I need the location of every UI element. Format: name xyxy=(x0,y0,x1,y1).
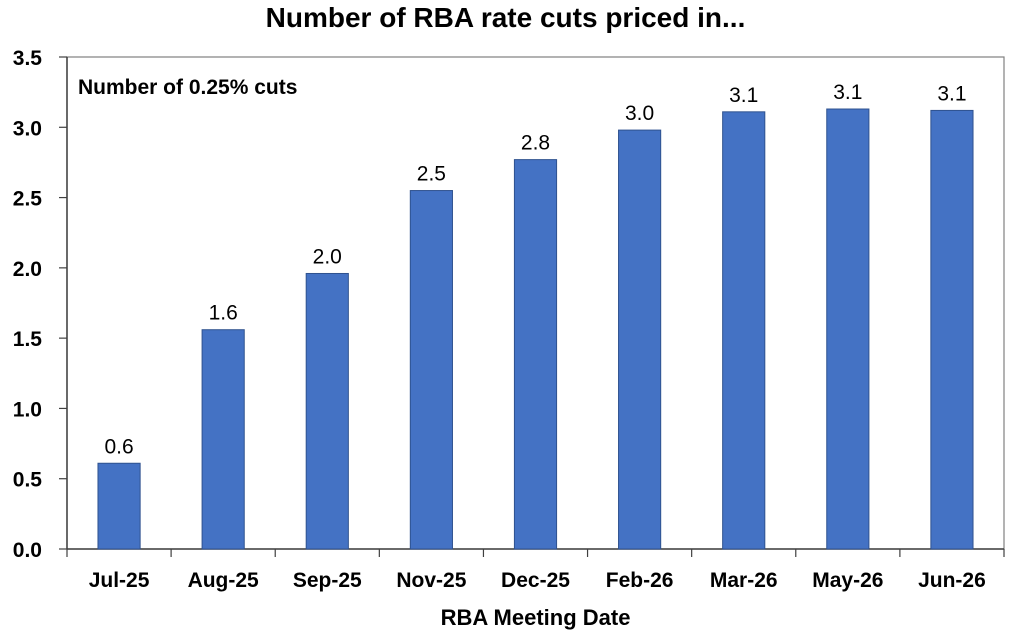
x-axis: Jul-25 Aug-25 Sep-25 Nov-25 Dec-25 Feb-26 Mar-… xyxy=(66,549,1005,592)
x-tick-label: Feb-26 xyxy=(606,569,674,592)
x-tick-label: Jun-26 xyxy=(918,569,986,592)
data-label: 3.1 xyxy=(833,81,862,104)
x-tick-label: Mar-26 xyxy=(710,569,778,592)
x-tick-label: Sep-25 xyxy=(293,569,362,592)
y-tick-label: 1.0 xyxy=(13,398,42,421)
y-tick-label: 1.5 xyxy=(13,328,43,351)
y-tick-label: 3.0 xyxy=(13,117,42,140)
data-label: 1.6 xyxy=(209,302,238,325)
data-label: 2.8 xyxy=(521,132,550,155)
y-tick-label: 3.5 xyxy=(13,47,43,70)
x-tick-label: May-26 xyxy=(812,569,883,592)
bar-jul-25 xyxy=(97,462,141,550)
bar-sep-25 xyxy=(305,272,349,550)
y-tick-label: 0.5 xyxy=(13,469,43,492)
y-tick-label: 0.0 xyxy=(13,539,42,562)
y-axis: 0.0 0.5 1.0 1.5 2.0 2.5 3.0 3.5 xyxy=(13,47,67,562)
x-tick-label: Aug-25 xyxy=(188,569,259,592)
y-tick-label: 2.5 xyxy=(13,188,43,211)
bars xyxy=(97,108,974,550)
bar-nov-25 xyxy=(409,190,453,550)
x-tick-label: Jul-25 xyxy=(89,569,150,592)
data-label: 3.1 xyxy=(937,82,966,105)
data-label: 0.6 xyxy=(104,435,133,458)
x-tick-label: Nov-25 xyxy=(396,569,466,592)
data-labels: 0.6 1.6 2.0 2.5 2.8 3.0 3.1 3.1 3.1 xyxy=(104,81,966,458)
chart-title: Number of RBA rate cuts priced in... xyxy=(265,2,746,33)
bar-may-26 xyxy=(826,108,870,550)
bar-jun-26 xyxy=(930,109,974,550)
data-label: 3.0 xyxy=(625,102,654,125)
y-tick-label: 2.0 xyxy=(13,258,42,281)
x-axis-title: RBA Meeting Date xyxy=(440,605,631,630)
bar-mar-26 xyxy=(722,111,766,550)
x-tick-label: Dec-25 xyxy=(501,569,570,592)
bar-aug-25 xyxy=(201,329,245,550)
data-label: 3.1 xyxy=(729,84,758,107)
data-label: 2.0 xyxy=(313,245,342,268)
data-label: 2.5 xyxy=(417,163,446,186)
bar-feb-26 xyxy=(618,129,662,550)
bar-dec-25 xyxy=(513,159,558,550)
y-unit-annotation: Number of 0.25% cuts xyxy=(78,76,297,99)
